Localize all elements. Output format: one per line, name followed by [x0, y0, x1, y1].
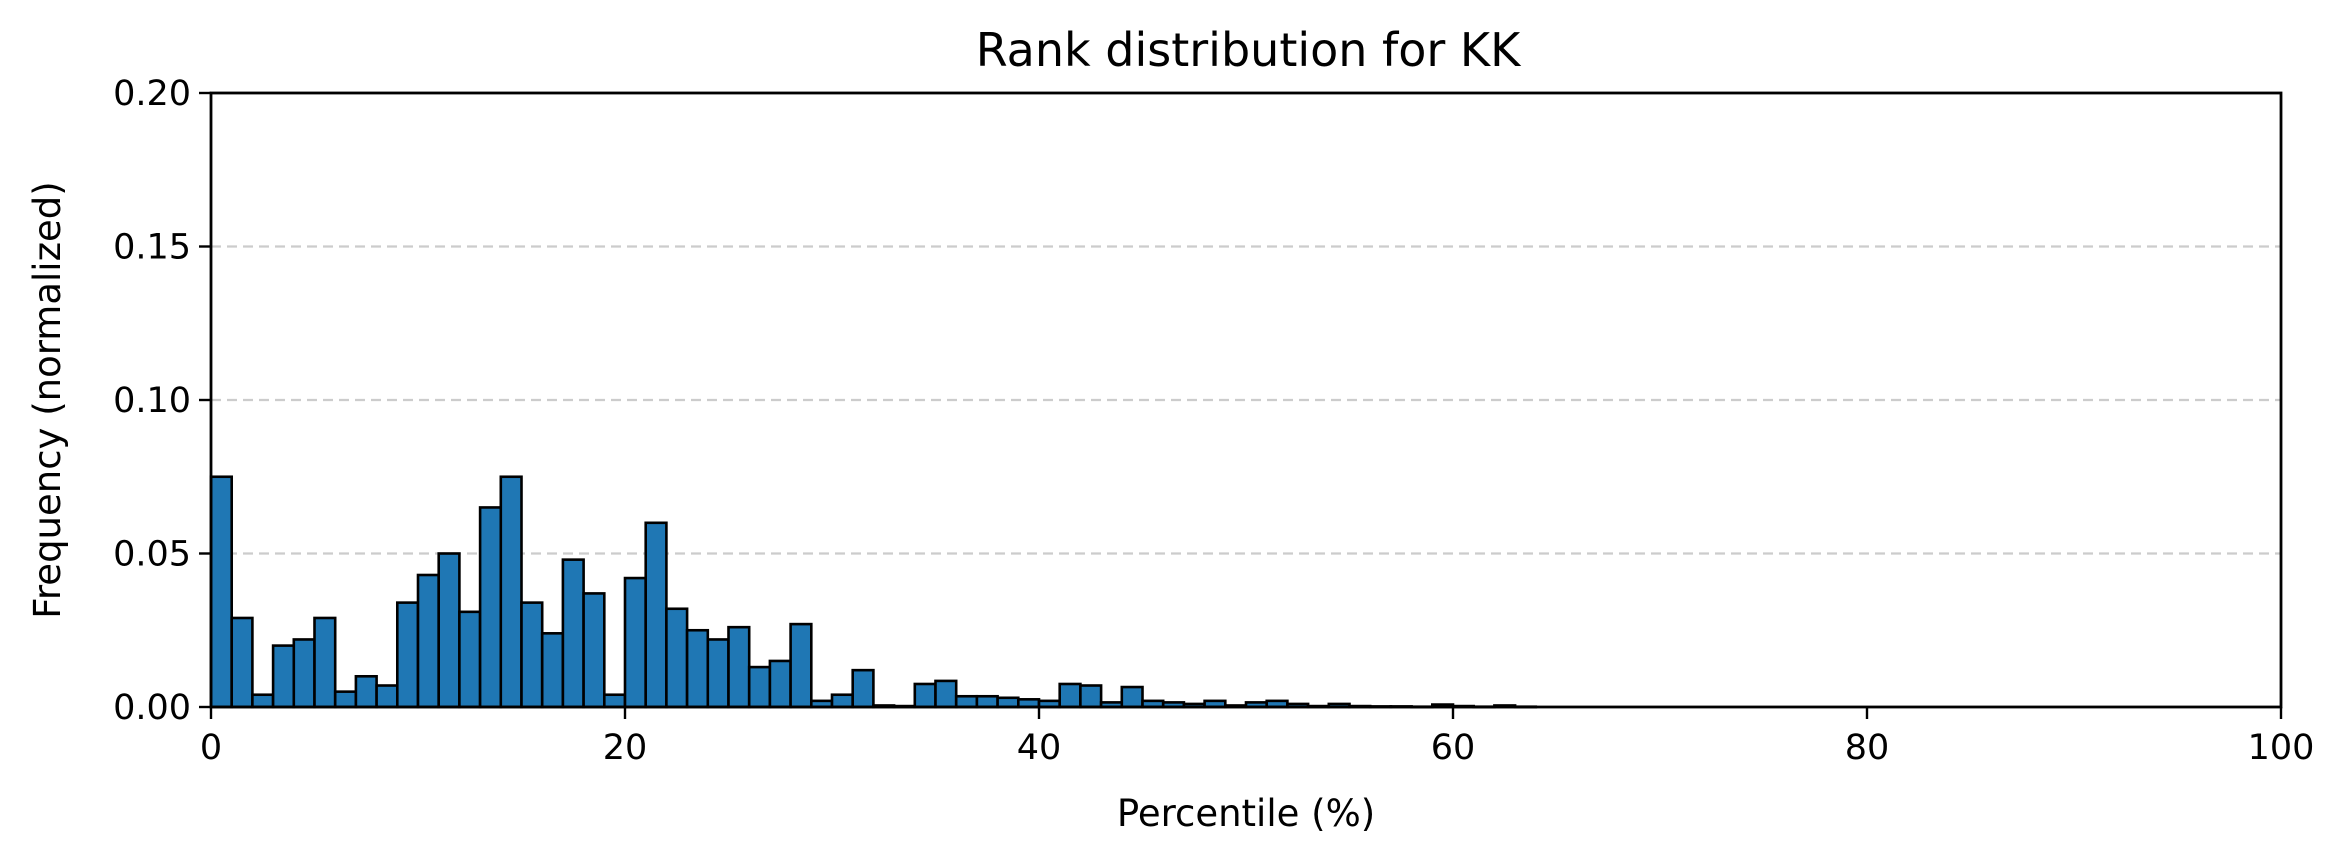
histogram-bar — [499, 475, 523, 709]
histogram-bar — [975, 694, 999, 709]
histogram-bar — [395, 601, 420, 709]
x-axis-ticks: 0 20 40 60 80 100 — [200, 707, 2315, 768]
x-tick-label: 80 — [1845, 728, 1890, 768]
histogram-bar — [954, 694, 979, 709]
histogram-bar — [1120, 685, 1144, 709]
histogram-bar — [602, 693, 627, 709]
histogram-bar — [1058, 682, 1082, 709]
x-tick-label: 20 — [603, 728, 648, 768]
histogram-bar — [623, 576, 648, 709]
y-tick-label: 0.00 — [113, 688, 191, 728]
histogram-bar — [1079, 684, 1103, 709]
histogram-bar — [644, 521, 668, 709]
histogram-bar — [665, 607, 689, 709]
gridlines — [211, 245, 2281, 555]
histogram-bar — [851, 668, 875, 709]
y-tick-label: 0.10 — [113, 381, 191, 421]
histogram-bar — [789, 622, 813, 709]
histogram-bar — [582, 592, 606, 709]
histogram-bar — [768, 659, 792, 709]
y-tick-label: 0.20 — [113, 74, 191, 114]
histogram-bar — [913, 682, 937, 709]
histogram-bar — [934, 679, 958, 709]
histogram-bar — [706, 638, 730, 709]
histogram-bar — [520, 601, 544, 709]
histogram-bar — [458, 610, 482, 709]
histogram-bar — [540, 632, 565, 709]
x-axis-label: Percentile (%) — [1117, 792, 1375, 835]
histogram-bar — [561, 558, 585, 709]
histogram-bar — [830, 693, 855, 709]
y-axis-label: Frequency (normalized) — [26, 181, 69, 618]
x-tick-label: 60 — [1431, 728, 1476, 768]
histogram-bar — [375, 684, 399, 709]
histogram-bar — [251, 693, 275, 709]
histogram-bar — [685, 628, 710, 709]
x-tick-label: 100 — [2248, 728, 2315, 768]
histogram-bar — [292, 638, 316, 709]
histogram-bar — [230, 616, 254, 709]
histogram-bar — [747, 665, 772, 709]
histogram-bar — [313, 616, 337, 709]
x-tick-label: 0 — [200, 728, 222, 768]
x-tick-label: 40 — [1017, 728, 1062, 768]
histogram-bar — [437, 552, 461, 709]
histogram-bar — [209, 475, 234, 709]
histogram-bar — [478, 506, 503, 709]
chart-title: Rank distribution for KK — [976, 23, 1522, 77]
histogram-bar — [271, 644, 296, 709]
y-tick-label: 0.15 — [113, 228, 191, 268]
y-tick-label: 0.05 — [113, 535, 191, 575]
histogram-bar — [354, 674, 378, 709]
histogram-bar — [333, 690, 358, 709]
y-axis-ticks: 0.00 0.05 0.10 0.15 0.20 — [113, 74, 211, 728]
histogram-bar — [416, 573, 441, 709]
histogram-bar — [727, 625, 751, 709]
